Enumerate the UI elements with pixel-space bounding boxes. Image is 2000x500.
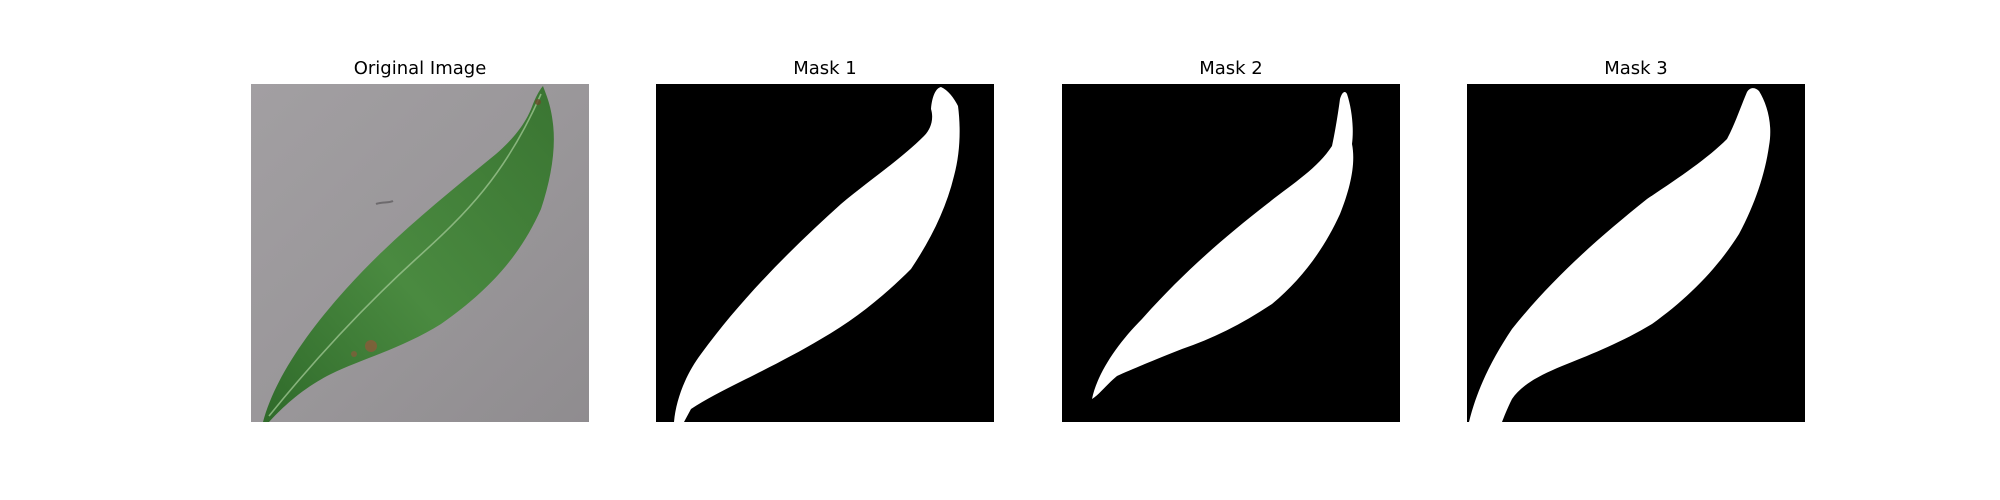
mask-2-foreground	[1092, 91, 1354, 399]
panel-title-mask-2: Mask 2	[1199, 58, 1263, 79]
original-leaf-image	[251, 84, 589, 422]
mask-1-image	[656, 84, 994, 422]
panel-title-original-image: Original Image	[353, 58, 487, 79]
mask-2-image	[1062, 84, 1400, 422]
mask-3-image	[1467, 84, 1805, 422]
mask-3-foreground	[1469, 88, 1771, 422]
leaf-midrib	[268, 93, 542, 417]
mask-1-foreground	[674, 87, 960, 422]
panel-title-mask-3: Mask 3	[1604, 58, 1668, 79]
panel-title-mask-1: Mask 1	[793, 58, 857, 79]
